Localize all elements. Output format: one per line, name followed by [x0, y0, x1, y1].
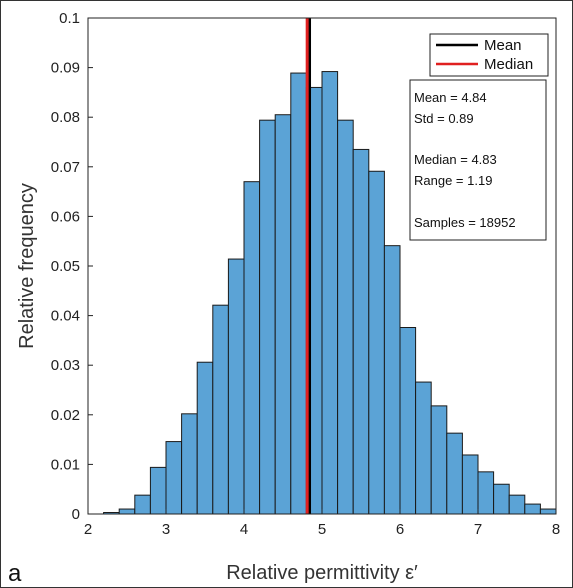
histogram-bar: [508, 494, 526, 515]
statistics-box: Mean = 4.84 Std = 0.89 Median = 4.83 Ran…: [409, 79, 547, 241]
histogram-bar: [415, 381, 432, 515]
stat-mean: Mean = 4.84: [414, 90, 487, 105]
y-tick-label: 0.07: [51, 159, 80, 176]
y-axis-label: Relative frequency: [16, 183, 38, 349]
histogram-bar: [539, 508, 557, 515]
stat-std: Std = 0.89: [414, 111, 474, 126]
x-axis-ticks: 2 3 4 5 6 7 8: [84, 509, 560, 538]
y-tick-label: 0: [72, 506, 80, 523]
histogram-bar: [259, 119, 276, 515]
stat-median: Median = 4.83: [414, 152, 497, 167]
histogram-bar: [368, 170, 385, 515]
x-axis-label: Relative permittivity ε′: [226, 562, 418, 584]
y-tick-label: 0.03: [51, 357, 80, 374]
histogram-bar: [243, 181, 261, 515]
x-tick-label: 8: [552, 521, 560, 538]
stat-samples: Samples = 18952: [414, 215, 516, 230]
y-tick-label: 0.08: [51, 109, 80, 126]
histogram-bar: [383, 245, 401, 515]
legend: Mean Median: [429, 33, 549, 77]
legend-box: [429, 33, 549, 77]
histogram-bar: [227, 258, 245, 515]
histogram-bar: [181, 413, 198, 515]
histogram-bar: [149, 466, 167, 515]
reference-lines: [305, 18, 312, 514]
y-tick-label: 0.01: [51, 456, 80, 473]
histogram-bar: [337, 119, 354, 515]
y-tick-label: 0.09: [51, 60, 80, 77]
stat-range: Range = 1.19: [414, 173, 492, 188]
histogram-bar: [212, 304, 229, 515]
y-axis-ticks: 0 0.01 0.02 0.03 0.04 0.05 0.06 0.07 0.08 0.09 0.1: [51, 10, 93, 523]
histogram-bar: [196, 361, 214, 515]
histogram-bar: [477, 471, 495, 515]
x-tick-label: 6: [396, 521, 404, 538]
y-tick-label: 0.04: [51, 308, 80, 325]
legend-mean-label: Mean: [484, 37, 522, 54]
histogram-bar: [290, 72, 307, 515]
histogram-bar: [493, 483, 510, 515]
histogram-bar: [399, 327, 417, 515]
legend-median-label: Median: [484, 56, 533, 73]
histogram-bar: [524, 503, 541, 515]
histogram-bar: [274, 114, 292, 515]
histogram-bar: [430, 405, 448, 515]
x-tick-label: 5: [318, 521, 326, 538]
histogram-bar: [321, 71, 339, 515]
x-tick-label: 4: [240, 521, 248, 538]
x-tick-label: 3: [162, 521, 170, 538]
histogram-bar: [352, 148, 370, 515]
panel-label: a: [8, 560, 22, 587]
y-tick-label: 0.06: [51, 208, 80, 225]
histogram-bar: [118, 508, 136, 515]
y-tick-label: 0.05: [51, 258, 80, 275]
statistics-box-frame: [409, 79, 547, 241]
y-tick-label: 0.02: [51, 407, 80, 424]
histogram-bar: [165, 441, 183, 515]
histogram-bar: [134, 494, 151, 515]
x-tick-label: 7: [474, 521, 482, 538]
x-tick-label: 2: [84, 521, 92, 538]
y-tick-label: 0.1: [59, 10, 80, 27]
histogram-bar: [461, 454, 479, 515]
histogram-bar: [446, 432, 463, 515]
